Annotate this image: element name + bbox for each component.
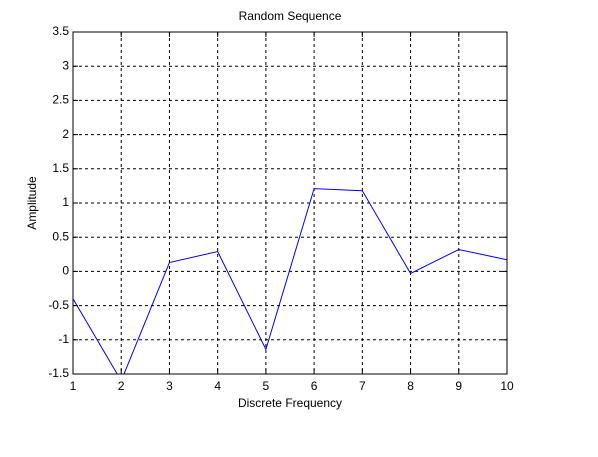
y-tick-label: 0.5 [52,229,69,243]
x-tick-label: 5 [263,379,270,393]
axes-box [72,31,508,375]
y-tick-label: 1.5 [52,161,69,175]
x-axis-label: Discrete Frequency [238,396,342,410]
y-tick-label: 3.5 [52,24,69,38]
x-tick-label: 9 [455,379,462,393]
line-series [73,188,507,374]
x-tick-label: 7 [359,379,366,393]
x-tick-label: 4 [214,379,221,393]
y-axis-label: Amplitude [25,176,39,230]
y-tick-label: 1 [62,195,69,209]
x-tick-label: 2 [118,379,125,393]
y-tick-label: -1.5 [48,366,69,380]
x-tick-label: 8 [407,379,414,393]
y-tick-label: 0 [62,264,69,278]
y-tick-label: 2 [62,127,69,141]
x-tick-label: 1 [70,379,77,393]
y-tick-label: 2.5 [52,93,69,107]
y-tick-label: -1 [58,332,69,346]
chart-title: Random Sequence [239,9,342,23]
y-tick-label: 3 [62,58,69,72]
y-tick-label: -0.5 [48,298,69,312]
x-tick-label: 10 [500,379,514,393]
x-tick-label: 6 [311,379,318,393]
x-tick-label: 3 [166,379,173,393]
